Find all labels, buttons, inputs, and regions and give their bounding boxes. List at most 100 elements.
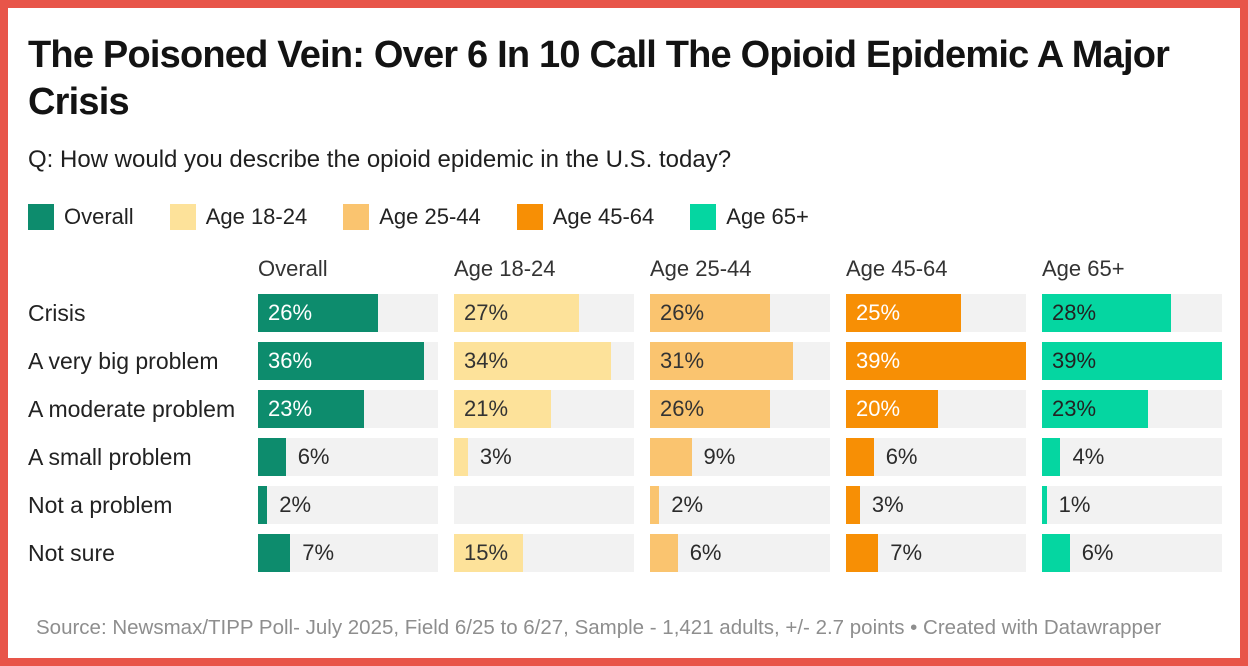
bar-cell: 23% [258, 390, 454, 428]
column-header: Overall [258, 256, 328, 281]
bar-value-label: 2% [671, 492, 704, 517]
bar-value-label: 34% [464, 348, 509, 373]
bar-value-label: 6% [689, 540, 722, 565]
bar-cell: 3% [454, 438, 650, 476]
legend-item: Age 18-24 [169, 204, 308, 230]
bar-track: 21% [454, 390, 634, 428]
bar [650, 294, 770, 332]
bar-cell: 1% [1042, 486, 1238, 524]
bar-value-label: 15% [464, 540, 509, 565]
bar-track: 23% [258, 390, 438, 428]
column-header: Age 18-24 [454, 256, 556, 281]
legend-label: Age 25-44 [379, 204, 481, 229]
bar [258, 534, 291, 572]
bar-track: 7% [258, 534, 438, 572]
bar-cell: 39% [1042, 342, 1238, 380]
bar-value-label: 4% [1072, 444, 1105, 469]
bar-value-label: 6% [885, 444, 918, 469]
row-label: A moderate problem [28, 395, 236, 422]
bar-cell [454, 486, 650, 524]
legend-label: Age 18-24 [205, 204, 308, 229]
legend-item: Age 65+ [690, 204, 809, 230]
bar-cell: 4% [1042, 438, 1238, 476]
bar-track: 2% [650, 486, 830, 524]
bar [258, 342, 425, 380]
bar [258, 438, 286, 476]
legend-label: Age 65+ [726, 204, 809, 229]
bar-cell: 28% [1042, 294, 1238, 332]
bar-cell: 25% [846, 294, 1042, 332]
bar [454, 342, 611, 380]
bar-track: 6% [258, 438, 438, 476]
bar-value-label: 7% [890, 540, 923, 565]
bar-track: 4% [1042, 438, 1222, 476]
row-label: Not a problem [28, 491, 173, 518]
bar-track: 15% [454, 534, 634, 572]
bar-track: 28% [1042, 294, 1222, 332]
bar-value-label: 27% [464, 300, 509, 325]
legend-label: Overall [64, 204, 134, 229]
bar-track: 20% [846, 390, 1026, 428]
bar-value-label: 26% [660, 396, 705, 421]
bar [1042, 342, 1222, 380]
bar-track: 6% [846, 438, 1026, 476]
bar [650, 438, 692, 476]
bar-cell: 15% [454, 534, 650, 572]
bar-cell: 23% [1042, 390, 1238, 428]
bar [1042, 534, 1070, 572]
row-label: A small problem [28, 443, 192, 470]
bar [1042, 390, 1149, 428]
legend-swatch-icon [169, 204, 196, 230]
bar-track: 25% [846, 294, 1026, 332]
legend-swatch-icon [690, 204, 717, 230]
bar [1042, 486, 1047, 524]
bar [846, 486, 860, 524]
bar-value-label: 21% [464, 396, 509, 421]
bar-cell: 34% [454, 342, 650, 380]
column-header-spacer [28, 256, 258, 294]
legend-swatch-icon [516, 204, 543, 230]
bar-value-label: 7% [302, 540, 335, 565]
bar-cell: 6% [846, 438, 1042, 476]
bar-track: 31% [650, 342, 830, 380]
bar-track: 36% [258, 342, 438, 380]
bar-value-label: 39% [856, 348, 901, 373]
bar-value-label: 1% [1058, 492, 1091, 517]
legend-swatch-icon [343, 204, 370, 230]
legend-item: Age 25-44 [343, 204, 481, 230]
bar-cell: 39% [846, 342, 1042, 380]
bar [650, 342, 794, 380]
bar-value-label: 23% [268, 396, 313, 421]
bar-value-label: 26% [268, 300, 313, 325]
bar-value-label: 3% [871, 492, 904, 517]
bar-track: 7% [846, 534, 1026, 572]
bar-value-label: 3% [479, 444, 512, 469]
bar [1042, 438, 1061, 476]
column-header: Age 25-44 [650, 256, 752, 281]
bar-value-label: 36% [268, 348, 313, 373]
bar [258, 294, 378, 332]
bar-cell: 2% [258, 486, 454, 524]
bar [1042, 294, 1172, 332]
bar [258, 486, 268, 524]
bar [846, 342, 1026, 380]
bar-track: 26% [650, 294, 830, 332]
bar-track: 2% [258, 486, 438, 524]
bar [846, 438, 874, 476]
bar-value-label: 31% [660, 348, 705, 373]
bar-cell: 27% [454, 294, 650, 332]
legend-label: Age 45-64 [552, 204, 655, 229]
bar [650, 486, 660, 524]
legend: Overall Age 18-24 Age 25-44 Age 45-64 Age 65… [28, 204, 1222, 230]
bar-cell: 21% [454, 390, 650, 428]
bar [454, 390, 551, 428]
bar-cell: 6% [650, 534, 846, 572]
column-header: Age 45-64 [846, 256, 948, 281]
row-label: A very big problem [28, 347, 219, 374]
bar-value-label: 6% [297, 444, 330, 469]
bar-value-label: 39% [1052, 348, 1097, 373]
bar-value-label: 23% [1052, 396, 1097, 421]
bar-value-label: 25% [856, 300, 901, 325]
bar-value-label: 20% [856, 396, 901, 421]
bar-cell: 26% [258, 294, 454, 332]
